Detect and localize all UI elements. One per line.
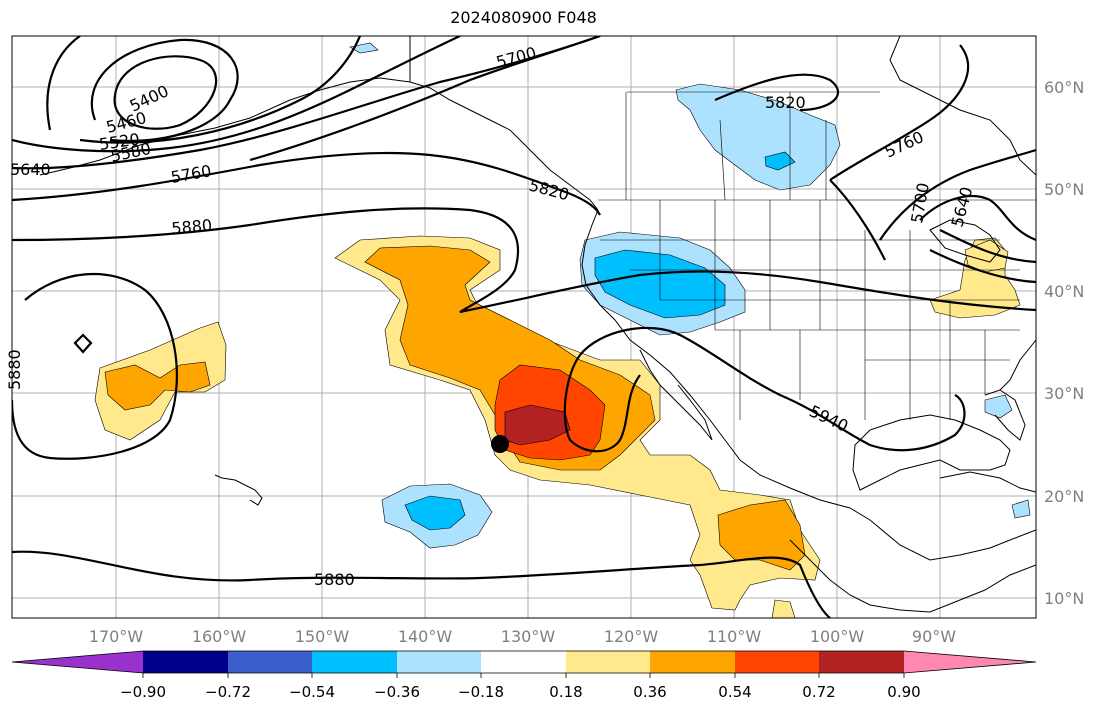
storm-center-dot bbox=[491, 435, 509, 453]
contour-east-lines bbox=[929, 229, 1036, 284]
latitude-labels: 60°N 50°N 40°N 30°N 20°N 10°N bbox=[1044, 78, 1084, 608]
lon-label-130w: 130°W bbox=[501, 627, 556, 646]
contour-5760-right bbox=[829, 44, 970, 261]
lat-label-10: 10°N bbox=[1044, 589, 1084, 608]
contour-5520 bbox=[46, 36, 362, 144]
colorbar-bin-9 bbox=[819, 651, 904, 673]
colorbar-tick: −0.72 bbox=[205, 683, 251, 701]
coast-east bbox=[999, 339, 1036, 391]
contour-label-5880-upper: 5880 bbox=[171, 216, 213, 238]
colorbar-bin-8 bbox=[735, 651, 819, 673]
contour-labels: 5700 5820 5400 5460 5520 5580 5640 5760 … bbox=[5, 43, 976, 589]
coast-central-america bbox=[789, 539, 1036, 613]
lon-label-140w: 140°W bbox=[398, 627, 453, 646]
map-title: 2024080900 F048 bbox=[450, 8, 597, 27]
colorbar-bin-2 bbox=[228, 651, 312, 673]
coastlines bbox=[39, 36, 1036, 613]
lat-label-30: 30°N bbox=[1044, 384, 1084, 403]
coast-gulf bbox=[852, 414, 1011, 491]
longitude-labels: 170°W 160°W 150°W 140°W 130°W 120°W 110°… bbox=[89, 627, 956, 646]
colorbar-tick: −0.36 bbox=[374, 683, 420, 701]
colorbar-tick: −0.54 bbox=[289, 683, 335, 701]
anomaly-shading bbox=[94, 42, 1031, 618]
colorbar-bin-4 bbox=[397, 651, 481, 673]
colorbar: −0.90 −0.72 −0.54 −0.36 −0.18 0.18 0.36 … bbox=[11, 650, 1037, 701]
contour-5940 bbox=[563, 326, 966, 453]
colorbar-bin-5 bbox=[481, 651, 566, 673]
colorbar-under-triangle bbox=[12, 651, 143, 673]
contour-5640-left bbox=[12, 36, 601, 170]
contour-label-5640-left: 5640 bbox=[10, 160, 51, 179]
contour-5460 bbox=[90, 38, 239, 142]
contour-5880-left bbox=[12, 272, 178, 460]
gridlines bbox=[12, 36, 1036, 618]
lat-label-60: 60°N bbox=[1044, 78, 1084, 97]
coast-hudson bbox=[889, 36, 1036, 176]
colorbar-tick: 0.90 bbox=[887, 683, 920, 701]
shade-lightblue-top bbox=[349, 42, 379, 54]
lat-label-20: 20°N bbox=[1044, 487, 1084, 506]
lon-label-110w: 110°W bbox=[707, 627, 762, 646]
contour-5760-left bbox=[12, 151, 601, 216]
colorbar-bin-1 bbox=[143, 651, 228, 673]
colorbar-tick: −0.90 bbox=[120, 683, 166, 701]
lon-label-120w: 120°W bbox=[604, 627, 659, 646]
contour-5880-lower bbox=[12, 550, 831, 618]
contour-5880-diamond bbox=[73, 333, 93, 354]
map-frame bbox=[11, 35, 1037, 619]
contour-5880-upper bbox=[12, 207, 1036, 314]
shade-blue-hawaii bbox=[404, 495, 466, 531]
political-borders bbox=[598, 91, 1036, 420]
colorbar-tick: 0.72 bbox=[802, 683, 835, 701]
colorbar-tick: 0.36 bbox=[633, 683, 666, 701]
shade-orange-west bbox=[104, 361, 211, 411]
lon-label-160w: 160°W bbox=[192, 627, 247, 646]
contour-5700-right bbox=[879, 148, 1036, 241]
shade-lightblue-bahamas bbox=[1011, 499, 1031, 519]
height-contours bbox=[12, 36, 1036, 618]
shade-lightblue-canada bbox=[675, 83, 841, 191]
colorbar-bin-6 bbox=[566, 651, 650, 673]
contour-5580 bbox=[12, 36, 461, 153]
lat-label-50: 50°N bbox=[1044, 180, 1084, 199]
lat-label-40: 40°N bbox=[1044, 282, 1084, 301]
lon-label-100w: 100°W bbox=[810, 627, 865, 646]
coast-great-lakes bbox=[929, 219, 1001, 263]
colorbar-tick: −0.18 bbox=[458, 683, 504, 701]
colorbar-bin-7 bbox=[650, 651, 735, 673]
contour-label-5820-top: 5820 bbox=[765, 93, 806, 112]
shade-yellow-small bbox=[771, 599, 796, 618]
colorbar-tick: 0.18 bbox=[549, 683, 582, 701]
lon-label-150w: 150°W bbox=[295, 627, 350, 646]
shade-lightblue-florida bbox=[984, 394, 1013, 419]
coast-hawaii bbox=[214, 474, 263, 506]
lon-label-90w: 90°W bbox=[912, 627, 956, 646]
contour-5400 bbox=[113, 55, 218, 130]
shade-blue-canada bbox=[764, 151, 796, 171]
contour-5640-right bbox=[919, 195, 1036, 242]
colorbar-over-triangle bbox=[904, 651, 1036, 673]
coast-aleutians bbox=[39, 77, 411, 176]
map-content bbox=[12, 36, 1036, 618]
contour-label-5880-lower: 5880 bbox=[314, 570, 355, 589]
lon-label-170w: 170°W bbox=[89, 627, 144, 646]
contour-label-5880-left: 5880 bbox=[5, 349, 24, 390]
contour-5700 bbox=[249, 36, 601, 162]
coast-cuba bbox=[939, 471, 1036, 493]
colorbar-tick-labels: −0.90 −0.72 −0.54 −0.36 −0.18 0.18 0.36 … bbox=[120, 683, 921, 701]
contour-5820-right bbox=[714, 73, 839, 112]
colorbar-bin-3 bbox=[312, 651, 397, 673]
coast-baja bbox=[639, 349, 713, 441]
colorbar-tick: 0.54 bbox=[718, 683, 751, 701]
